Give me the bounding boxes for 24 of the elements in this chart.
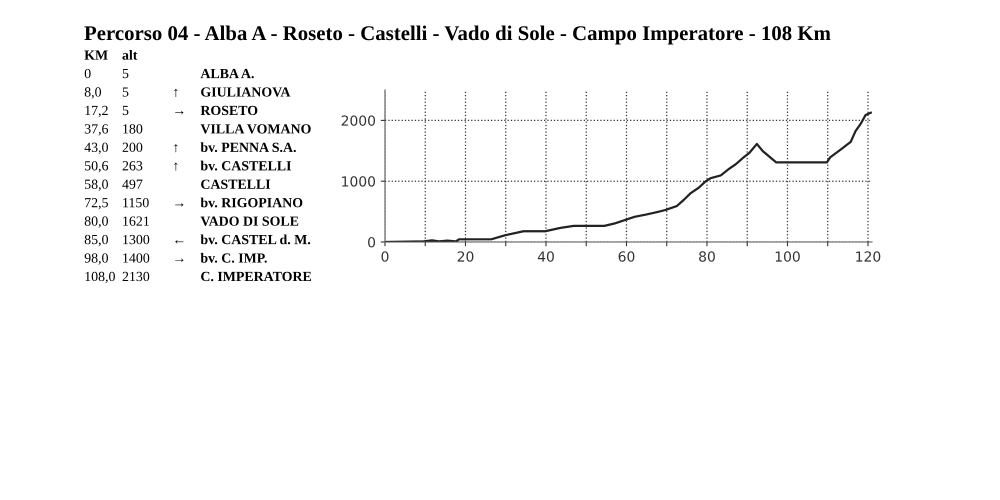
y-tick-label: 2000 (342, 115, 376, 126)
x-tick-label: 20 (458, 251, 474, 262)
text: 37,6 180 VILLA VOMANO (84, 124, 311, 136)
text: 0 5 ALBA A. (84, 68, 254, 78)
text: 85,0 1300 ← bv. CASTEL d. M. (84, 234, 310, 246)
x-tick-label: 60 (618, 251, 634, 262)
x-tick-label: 0 (381, 251, 388, 262)
x-tick-label: 40 (538, 251, 554, 262)
text: 72,5 1150 → bv. RIGOPIANO (85, 198, 302, 210)
y-tick-label: 1000 (342, 176, 376, 187)
text: 80,0 1621 VADO DI SOLE (84, 216, 298, 228)
text: 43,0 200 ↑ bv. PENNA S.A. (84, 142, 296, 154)
text: 8,0 5 ↑ GIULIANOVA (84, 87, 290, 99)
text: 50,6 263 ↑ bv. CASTELLI (85, 160, 292, 172)
text: KM alt (84, 50, 138, 60)
text: 98,0 1400 → bv. C. IMP. (84, 252, 267, 265)
text: 108,0 2130 C. IMPERATORE (85, 272, 312, 284)
text: 17,2 5 → ROSETO (85, 106, 258, 118)
x-tick-label: 80 (699, 251, 715, 262)
x-tick-label: 100 (776, 251, 800, 262)
y-tick-label: 0 (368, 236, 376, 248)
x-tick-label: 120 (856, 251, 880, 262)
text: 58,0 497 CASTELLI (85, 180, 270, 191)
text: Percorso 04 - Alba A - Roseto - Castelli - Vado di Sole - Campo Imperatore - 108 Km (84, 26, 831, 44)
